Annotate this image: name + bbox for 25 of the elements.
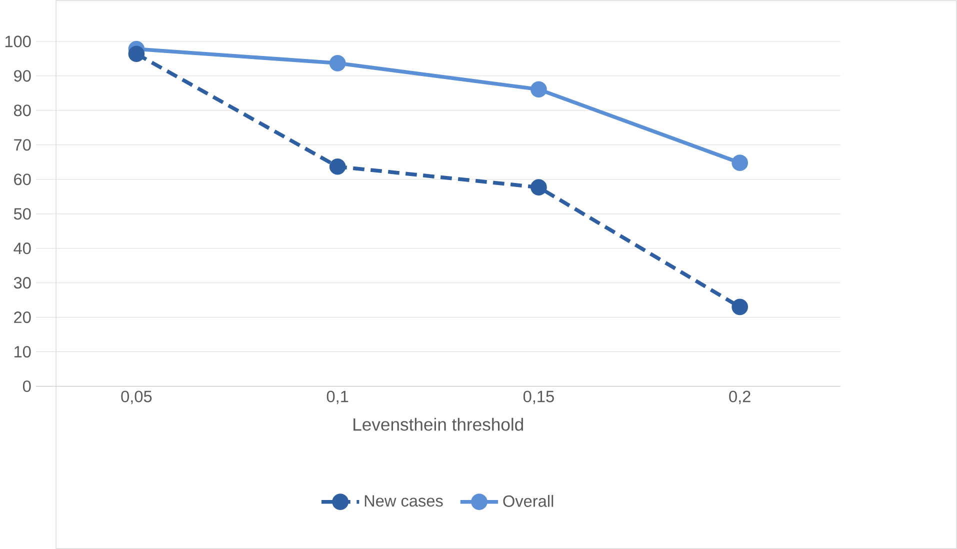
x-tick-label: 0,05 [121,390,152,404]
y-tick-label: 30 [14,276,31,288]
point [732,298,748,316]
point [530,81,547,98]
point [329,54,346,72]
legend-label: New cases [364,495,443,507]
x-tick-label: 0,1 [326,390,348,404]
legend-label: Overall [503,494,554,507]
y-tick-label: 10 [14,346,31,358]
y-tick-label: 20 [14,311,31,323]
y-tick-label: 60 [14,173,31,186]
point [128,46,145,62]
point [732,154,748,171]
y-tick-label: 40 [14,242,31,254]
y-tick-label: 80 [14,104,31,116]
y-tick-label: 50 [14,208,31,220]
x-axis-title: Levensthein threshold [354,418,524,431]
y-tick-label: 100 [5,36,31,48]
y-tick-label: 70 [14,139,31,151]
point [329,158,346,175]
x-tick-label: 0,2 [729,390,750,404]
y-tick-label: 0 [22,380,31,392]
x-tick-label: 0,15 [523,390,554,404]
y-tick-label: 90 [14,70,31,82]
point [530,179,547,196]
